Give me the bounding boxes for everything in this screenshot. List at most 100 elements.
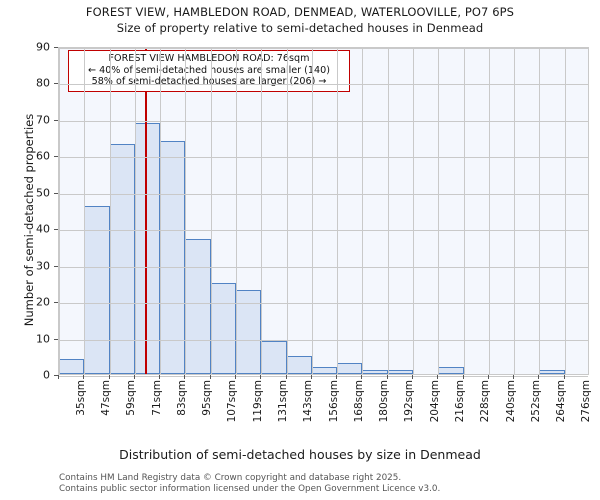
y-axis-tick-mark — [54, 338, 58, 340]
y-axis-tick-mark — [54, 229, 58, 231]
y-axis: 0 10 20 30 40 50 60 70 80 90 — [0, 0, 58, 500]
y-axis-tick-label: 90 — [36, 40, 50, 54]
x-axis-tick-label: 156sqm — [327, 380, 340, 423]
gridline-vertical — [236, 48, 237, 374]
x-axis-tick-mark — [538, 375, 540, 379]
x-axis-tick-label: 119sqm — [251, 380, 264, 423]
y-axis-tick-label: 20 — [36, 295, 50, 309]
gridline-vertical — [337, 48, 339, 374]
x-axis-tick-mark — [260, 375, 262, 379]
y-axis-tick-mark — [54, 192, 58, 194]
x-axis-tick-mark — [285, 375, 287, 379]
x-axis-tick-mark — [563, 375, 565, 379]
x-axis-tick-mark — [235, 375, 236, 379]
gridline-horizontal — [59, 120, 588, 122]
gridline-vertical — [362, 48, 364, 374]
x-axis-tick-label: 83sqm — [175, 380, 188, 416]
x-axis-tick-label: 276sqm — [580, 380, 593, 423]
footer-line-1: Contains HM Land Registry data © Crown c… — [59, 473, 402, 483]
gridline-vertical — [539, 48, 541, 374]
x-axis-tick-label: 180sqm — [378, 380, 391, 423]
y-axis-tick-mark — [54, 265, 58, 267]
x-axis-tick-mark — [487, 375, 489, 379]
x-axis-tick-label: 59sqm — [125, 380, 138, 416]
x-axis-tick-mark — [437, 375, 439, 379]
x-axis-tick-label: 240sqm — [504, 380, 517, 423]
x-axis-tick-mark — [58, 375, 59, 379]
x-axis-tick-label: 192sqm — [403, 380, 416, 423]
x-axis-tick-label: 216sqm — [453, 380, 466, 423]
x-axis-tick-label: 95sqm — [201, 380, 214, 416]
x-axis-tick-label: 107sqm — [226, 380, 239, 423]
x-axis-tick-mark — [361, 375, 363, 379]
gridline-vertical — [210, 48, 212, 374]
y-axis-tick-label: 60 — [36, 149, 50, 163]
gridline-horizontal — [59, 230, 588, 232]
gridline-vertical — [413, 48, 414, 374]
x-axis-tick-label: 35sqm — [74, 380, 87, 416]
gridline-vertical — [463, 48, 465, 374]
x-axis-tick-label: 168sqm — [352, 380, 365, 423]
footer-line-2: Contains public sector information licen… — [59, 483, 441, 494]
gridline-vertical — [438, 48, 440, 374]
x-axis-tick-label: 143sqm — [302, 380, 315, 423]
gridline-vertical — [286, 48, 288, 374]
gridline-vertical — [311, 48, 313, 374]
attribution-footer: Contains HM Land Registry data © Crown c… — [59, 473, 599, 494]
y-axis-tick-mark — [54, 156, 58, 158]
x-axis-tick-mark — [310, 375, 312, 379]
y-axis-tick-mark — [54, 375, 58, 376]
y-axis-tick-mark — [54, 83, 58, 85]
y-axis-tick-label: 50 — [36, 186, 50, 200]
y-axis-tick-label: 10 — [36, 332, 50, 346]
x-axis-tick-mark — [83, 375, 85, 379]
y-axis-tick-label: 0 — [43, 368, 50, 382]
gridline-vertical — [514, 48, 516, 374]
gridline-horizontal — [59, 376, 588, 377]
gridline-horizontal — [59, 303, 588, 305]
x-axis-tick-mark — [133, 375, 135, 379]
x-axis-tick-label: 131sqm — [276, 380, 289, 423]
x-axis-tick-mark — [159, 375, 161, 379]
gridline-horizontal — [59, 193, 588, 195]
page-title: FOREST VIEW, HAMBLEDON ROAD, DENMEAD, WA… — [0, 4, 600, 36]
x-axis-tick-mark — [513, 375, 515, 379]
gridline-vertical — [185, 48, 187, 374]
x-axis-tick-label: 204sqm — [428, 380, 441, 423]
gridline-vertical — [84, 48, 86, 374]
x-axis-tick-mark — [462, 375, 464, 379]
plot-area: FOREST VIEW HAMBLEDON ROAD: 76sqm ← 40% … — [58, 47, 589, 377]
gridline-horizontal — [59, 339, 588, 341]
gridline-vertical — [564, 48, 566, 374]
gridline-vertical — [134, 48, 136, 374]
y-axis-tick-label: 70 — [36, 113, 50, 127]
y-axis-tick-label: 80 — [36, 76, 50, 90]
x-axis-tick-label: 264sqm — [555, 380, 568, 423]
x-axis-tick-label: 228sqm — [479, 380, 492, 423]
x-axis-tick-label: 71sqm — [150, 380, 163, 416]
gridline-horizontal — [59, 84, 588, 86]
x-axis-tick-mark — [209, 375, 211, 379]
y-axis-tick-mark — [54, 119, 58, 121]
y-axis-tick-mark — [54, 47, 58, 48]
gridline-vertical — [387, 48, 389, 374]
x-axis-tick-mark — [108, 375, 110, 379]
annotation-line-1: FOREST VIEW HAMBLEDON ROAD: 76sqm — [108, 53, 310, 64]
title-line-2: Size of property relative to semi-detach… — [116, 21, 484, 35]
y-axis-tick-mark — [54, 302, 58, 304]
annotation-line-2: ← 40% of semi-detached houses are smalle… — [88, 64, 330, 76]
gridline-vertical — [109, 48, 111, 374]
gridline-vertical — [59, 48, 60, 374]
annotation-line-3: 58% of semi-detached houses are larger (… — [91, 76, 327, 88]
x-axis-tick-label: 47sqm — [99, 380, 112, 416]
gridline-horizontal — [59, 157, 588, 159]
x-axis-tick-mark — [184, 375, 186, 379]
gridline-horizontal — [59, 48, 588, 49]
y-axis-tick-label: 40 — [36, 222, 50, 236]
x-axis-tick-mark — [386, 375, 388, 379]
x-axis-tick-mark — [412, 375, 413, 379]
gridline-horizontal — [59, 266, 588, 268]
gridline-vertical — [488, 48, 490, 374]
